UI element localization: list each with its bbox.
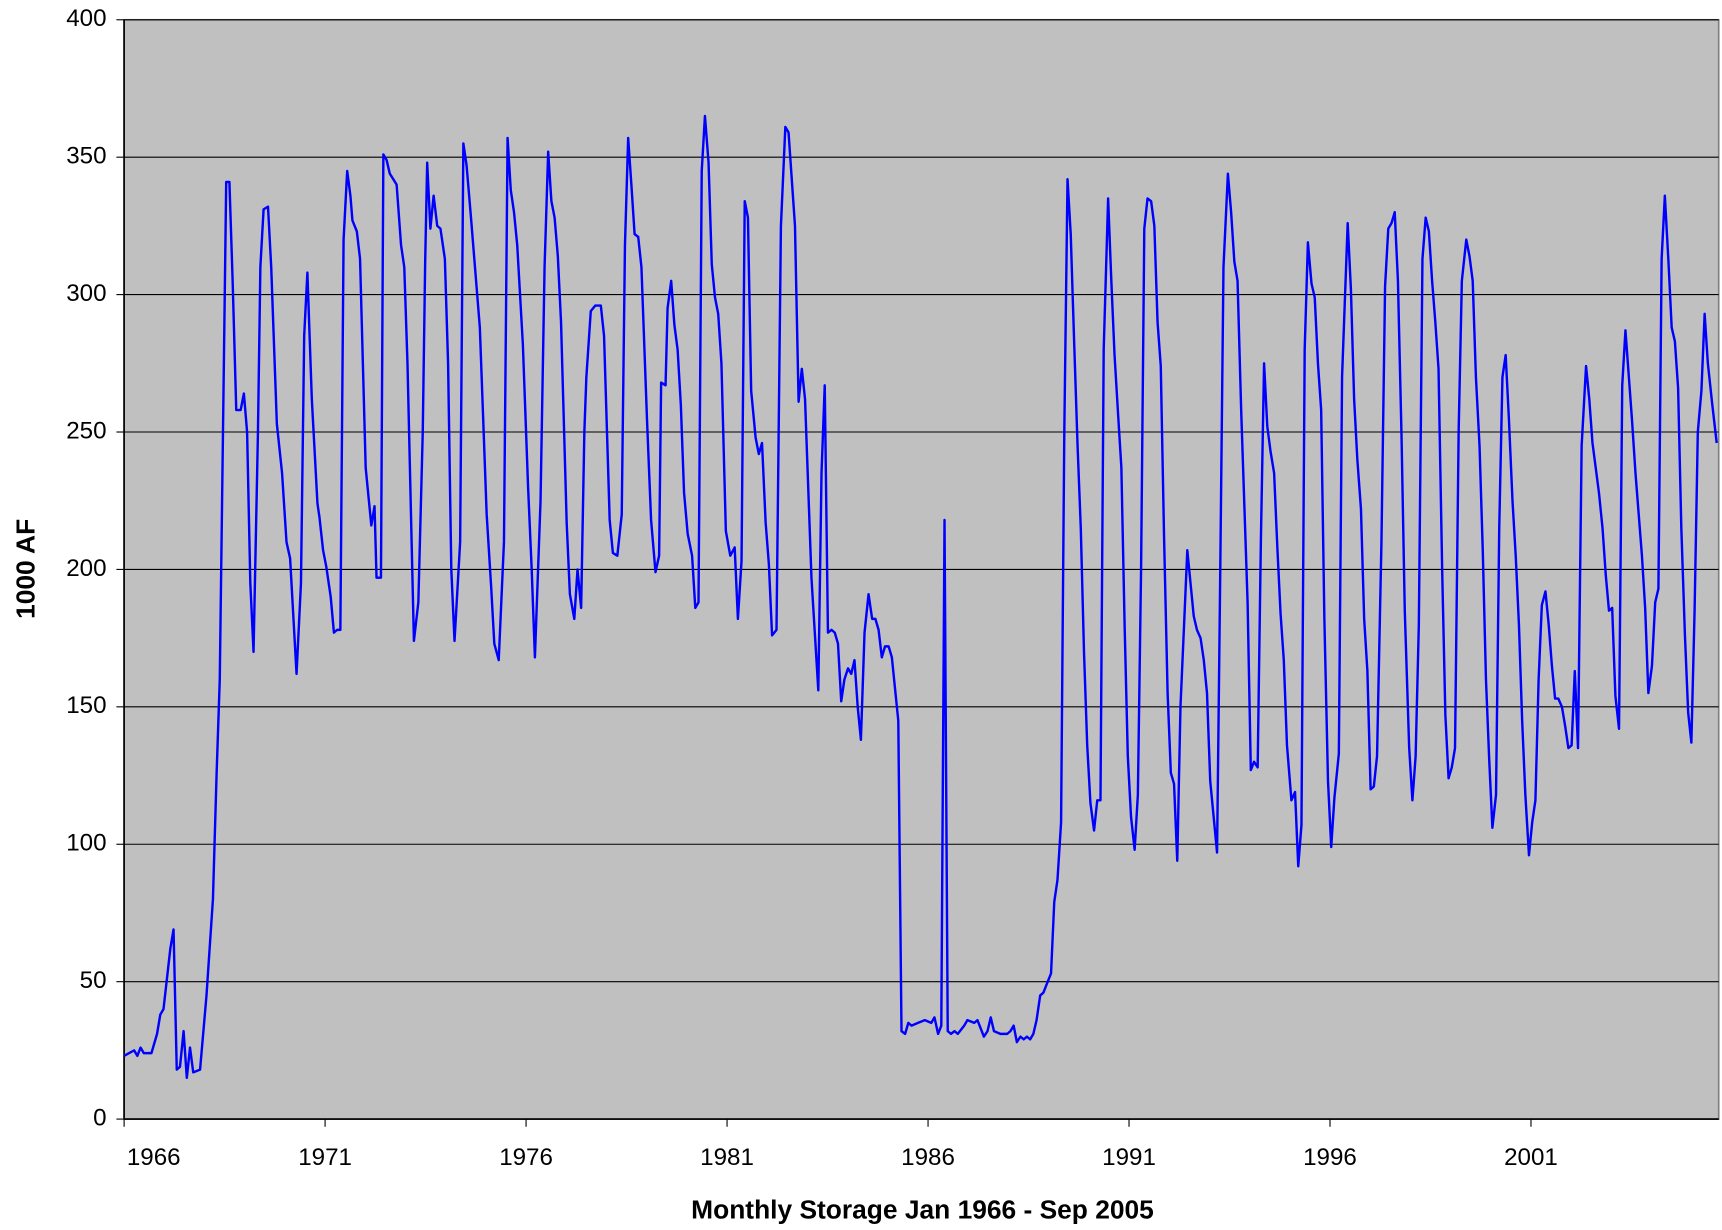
- ticks: 0 50 100 150 200 250 300 350 400 1966 1971 1976 1981…: [66, 5, 1719, 1171]
- y-tick-label: 400: [66, 5, 106, 32]
- x-tick-label: 1981: [700, 1144, 754, 1171]
- y-tick-label: 100: [66, 830, 106, 857]
- x-tick-label: 1971: [298, 1144, 352, 1171]
- y-tick-label: 50: [80, 967, 107, 994]
- x-tick-label: 1966: [127, 1144, 181, 1171]
- y-tick-label: 0: [93, 1104, 106, 1131]
- x-tick-label: 1996: [1303, 1144, 1357, 1171]
- x-tick-label: 1986: [901, 1144, 955, 1171]
- y-axis-title: 1000 AF: [10, 519, 40, 619]
- y-tick-label: 250: [66, 417, 106, 444]
- y-tick-label: 300: [66, 280, 106, 307]
- chart-title: Monthly Storage Jan 1966 - Sep 2005: [691, 1194, 1154, 1224]
- x-tick-label: 1991: [1102, 1144, 1156, 1171]
- data-line: [123, 114, 1718, 1080]
- y-tick-label: 150: [66, 692, 106, 719]
- x-tick-label: 1976: [499, 1144, 553, 1171]
- x-tick-label: 2001: [1504, 1144, 1558, 1171]
- y-tick-label: 350: [66, 143, 106, 170]
- series: [123, 114, 1718, 1080]
- y-tick-label: 200: [66, 555, 106, 582]
